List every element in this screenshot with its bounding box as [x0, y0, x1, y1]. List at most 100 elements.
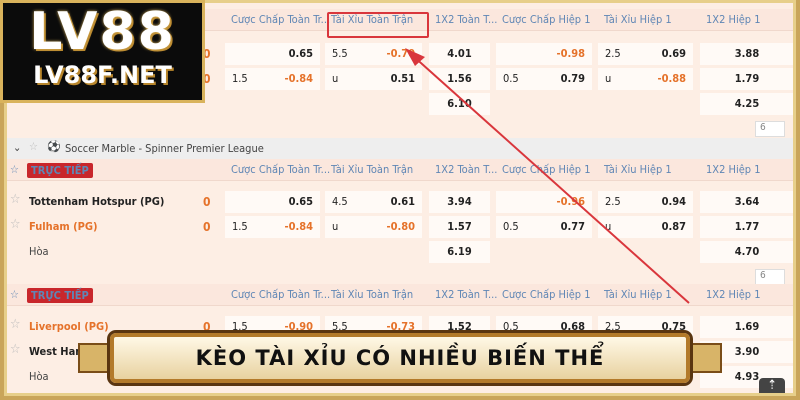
logo: LV88 LV88F.NET	[0, 0, 205, 103]
odds-cell[interactable]: 3.90	[700, 341, 793, 363]
column-header[interactable]: 1X2 Hiệp 1	[706, 288, 761, 301]
column-header[interactable]: Cược Chấp Hiệp 1	[502, 163, 591, 176]
odds-cell[interactable]: u 0.87	[598, 216, 693, 238]
table-row: Hòa 6.19 4.70	[7, 239, 793, 263]
odds-cell[interactable]: 1.77	[700, 216, 793, 238]
column-header[interactable]: Cược Chấp Hiệp 1	[502, 288, 591, 301]
odds-cell[interactable]: u -0.80	[325, 216, 422, 238]
odds-cell[interactable]: 1.5 -0.84	[225, 68, 320, 90]
team-name: Hòa	[29, 370, 49, 383]
star-icon[interactable]: ☆	[10, 217, 21, 232]
table-row: 0 1.5 -0.84 u 0.51 1.56 0.5 0.79 u -0.88 1.79	[7, 66, 793, 90]
team-name: Fulham (PG)	[29, 220, 98, 233]
line-value: u	[605, 220, 612, 233]
odds-value: 0.65	[288, 47, 313, 60]
title-banner: KÈO TÀI XỈU CÓ NHIỀU BIẾN THỂ	[110, 333, 690, 383]
column-header[interactable]: Tài Xỉu Hiệp 1	[604, 163, 672, 176]
odds-cell[interactable]: 2.5 0.94	[598, 191, 693, 213]
odds-cell[interactable]: 1.52	[429, 316, 490, 338]
odds-value: 0.51	[390, 72, 415, 85]
table-row: 0 0.65 5.5 -0.70 4.01 -0.98 2.5 0.69 3.88	[7, 41, 793, 65]
line-value: u	[332, 72, 339, 85]
table-row: ☆ Liverpool (PG) 0 1.5 -0.90 5.5 -0.73 1.52 0.5 0…	[7, 314, 793, 338]
odds-value: -0.73	[386, 320, 415, 333]
odds-cell[interactable]: 5.5 -0.70	[325, 43, 422, 65]
odds-value: 4.70	[734, 245, 760, 258]
odds-cell[interactable]: 0.5 0.79	[496, 68, 592, 90]
league-header[interactable]: ⌄ ☆ ⚽ Soccer Marble - Spinner Premier Le…	[7, 138, 793, 160]
column-header[interactable]: Tài Xỉu Toàn Trận	[331, 288, 414, 301]
odds-cell[interactable]: 1.69	[700, 316, 793, 338]
odds-cell[interactable]: -0.98	[496, 43, 592, 65]
column-header[interactable]: Tài Xỉu Toàn Trận	[331, 13, 414, 26]
star-icon[interactable]: ☆	[10, 192, 21, 207]
page-size-select[interactable]: 6	[755, 121, 785, 137]
odds-value: -0.98	[556, 47, 585, 60]
score: 0	[203, 195, 211, 209]
odds-cell[interactable]: u 0.51	[325, 68, 422, 90]
odds-cell[interactable]: 1.79	[700, 68, 793, 90]
line-value: 2.5	[605, 320, 621, 333]
odds-cell[interactable]: 1.5 -0.90	[225, 316, 320, 338]
chevron-down-icon[interactable]: ⌄	[13, 141, 22, 154]
column-header[interactable]: Cược Chấp Hiệp 1	[502, 13, 591, 26]
odds-cell[interactable]: 2.5 0.69	[598, 43, 693, 65]
odds-value: 0.68	[560, 320, 585, 333]
odds-cell[interactable]: 0.5 0.68	[496, 316, 592, 338]
table-row: ☆ Tottenham Hotspur (PG) 0 0.65 4.5 0.61 3.94-…	[7, 189, 793, 213]
line-value: 4.5	[332, 195, 348, 208]
column-header[interactable]: Cược Chấp Toàn Tr...	[231, 288, 331, 301]
column-header[interactable]: 1X2 Toàn T...	[435, 288, 498, 301]
live-badge: TRỰC TIẾP	[27, 163, 93, 178]
odds-cell[interactable]: 4.70	[700, 241, 793, 263]
column-header[interactable]: Cược Chấp Toàn Tr...	[231, 13, 331, 26]
odds-value: 0.77	[560, 220, 585, 233]
odds-cell[interactable]: 0.65	[225, 191, 320, 213]
odds-cell[interactable]: 0.65	[225, 43, 320, 65]
odds-cell[interactable]: u -0.88	[598, 68, 693, 90]
odds-cell[interactable]: 0.5 0.77	[496, 216, 592, 238]
odds-cell[interactable]: 3.88	[700, 43, 793, 65]
odds-value: 6.10	[447, 97, 472, 110]
banner-text: KÈO TÀI XỈU CÓ NHIỀU BIẾN THỂ	[195, 346, 605, 370]
odds-cell[interactable]: 4.01	[429, 43, 490, 65]
star-icon[interactable]: ☆	[10, 342, 21, 357]
star-icon[interactable]: ☆	[10, 163, 19, 176]
odds-cell[interactable]: 3.64	[700, 191, 793, 213]
odds-cell[interactable]: 1.57	[429, 216, 490, 238]
line-value: 0.5	[503, 72, 519, 85]
column-header[interactable]: 1X2 Hiệp 1	[706, 163, 761, 176]
scroll-top-button[interactable]: ⇡	[759, 378, 785, 393]
table-row: 6.10 4.25	[7, 91, 793, 115]
star-icon[interactable]: ☆	[10, 317, 21, 332]
score: 0	[203, 72, 211, 86]
column-header[interactable]: Tài Xỉu Toàn Trận	[331, 163, 414, 176]
odds-cell[interactable]: 5.5 -0.73	[325, 316, 422, 338]
line-value: 5.5	[332, 320, 348, 333]
odds-cell[interactable]: 4.25	[700, 93, 793, 115]
star-icon[interactable]: ☆	[10, 288, 19, 301]
column-header[interactable]: 1X2 Toàn T...	[435, 163, 498, 176]
odds-value: 3.90	[734, 345, 760, 358]
column-header[interactable]: Tài Xỉu Hiệp 1	[604, 288, 672, 301]
odds-cell[interactable]: 6.10	[429, 93, 490, 115]
odds-cell[interactable]: 4.5 0.61	[325, 191, 422, 213]
line-value: 1.5	[232, 72, 248, 85]
odds-cell[interactable]: 3.94	[429, 191, 490, 213]
odds-value: -0.84	[284, 220, 313, 233]
line-value: 0.5	[503, 320, 519, 333]
column-header[interactable]: Tài Xỉu Hiệp 1	[604, 13, 672, 26]
column-header[interactable]: 1X2 Hiệp 1	[706, 13, 761, 26]
odds-value: -0.80	[386, 220, 415, 233]
odds-value: 4.01	[447, 47, 472, 60]
odds-value: 3.64	[734, 195, 760, 208]
odds-value: 1.79	[734, 72, 760, 85]
odds-value: 1.69	[734, 320, 760, 333]
odds-cell[interactable]: 2.5 0.75	[598, 316, 693, 338]
column-header[interactable]: Cược Chấp Toàn Tr...	[231, 163, 331, 176]
star-icon[interactable]: ☆	[29, 140, 38, 153]
column-header[interactable]: 1X2 Toàn T...	[435, 13, 498, 26]
odds-value: 0.87	[661, 220, 686, 233]
odds-cell[interactable]: 1.5 -0.84	[225, 216, 320, 238]
odds-cell[interactable]: 6.19	[429, 241, 490, 263]
